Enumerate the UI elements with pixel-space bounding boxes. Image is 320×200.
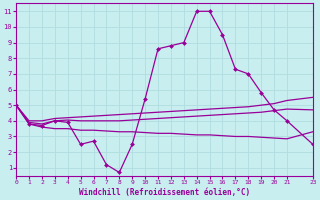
X-axis label: Windchill (Refroidissement éolien,°C): Windchill (Refroidissement éolien,°C) <box>79 188 250 197</box>
